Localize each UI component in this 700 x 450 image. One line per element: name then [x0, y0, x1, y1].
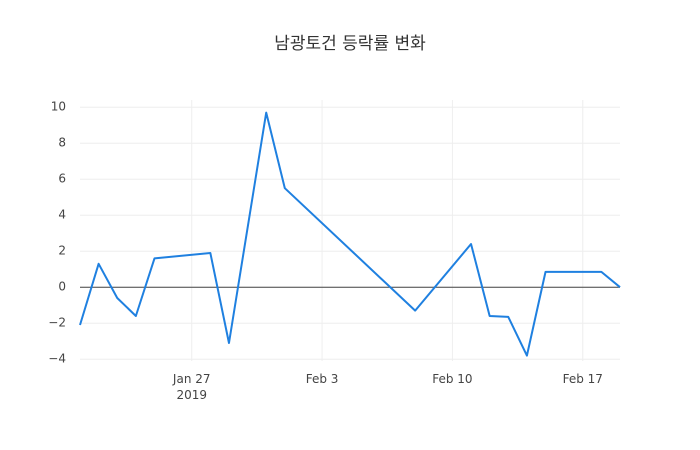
y-tick-label: −2 [48, 316, 66, 330]
y-tick-label: 2 [58, 244, 66, 258]
x-tick-label: Feb 10 [432, 372, 472, 386]
y-tick-label: 10 [51, 100, 66, 114]
y-tick-label: −4 [48, 352, 66, 366]
x-tick-label: Jan 27 2019 [172, 372, 211, 402]
y-tick-label: 4 [58, 208, 66, 222]
x-tick-label: Feb 17 [563, 372, 603, 386]
y-tick-label: 8 [58, 136, 66, 150]
y-tick-label: 6 [58, 172, 66, 186]
chart-title: 남광토건 등락률 변화 [274, 34, 426, 54]
x-tick-label: Feb 3 [306, 372, 339, 386]
line-series [79, 111, 621, 357]
y-tick-label: 0 [58, 280, 66, 294]
